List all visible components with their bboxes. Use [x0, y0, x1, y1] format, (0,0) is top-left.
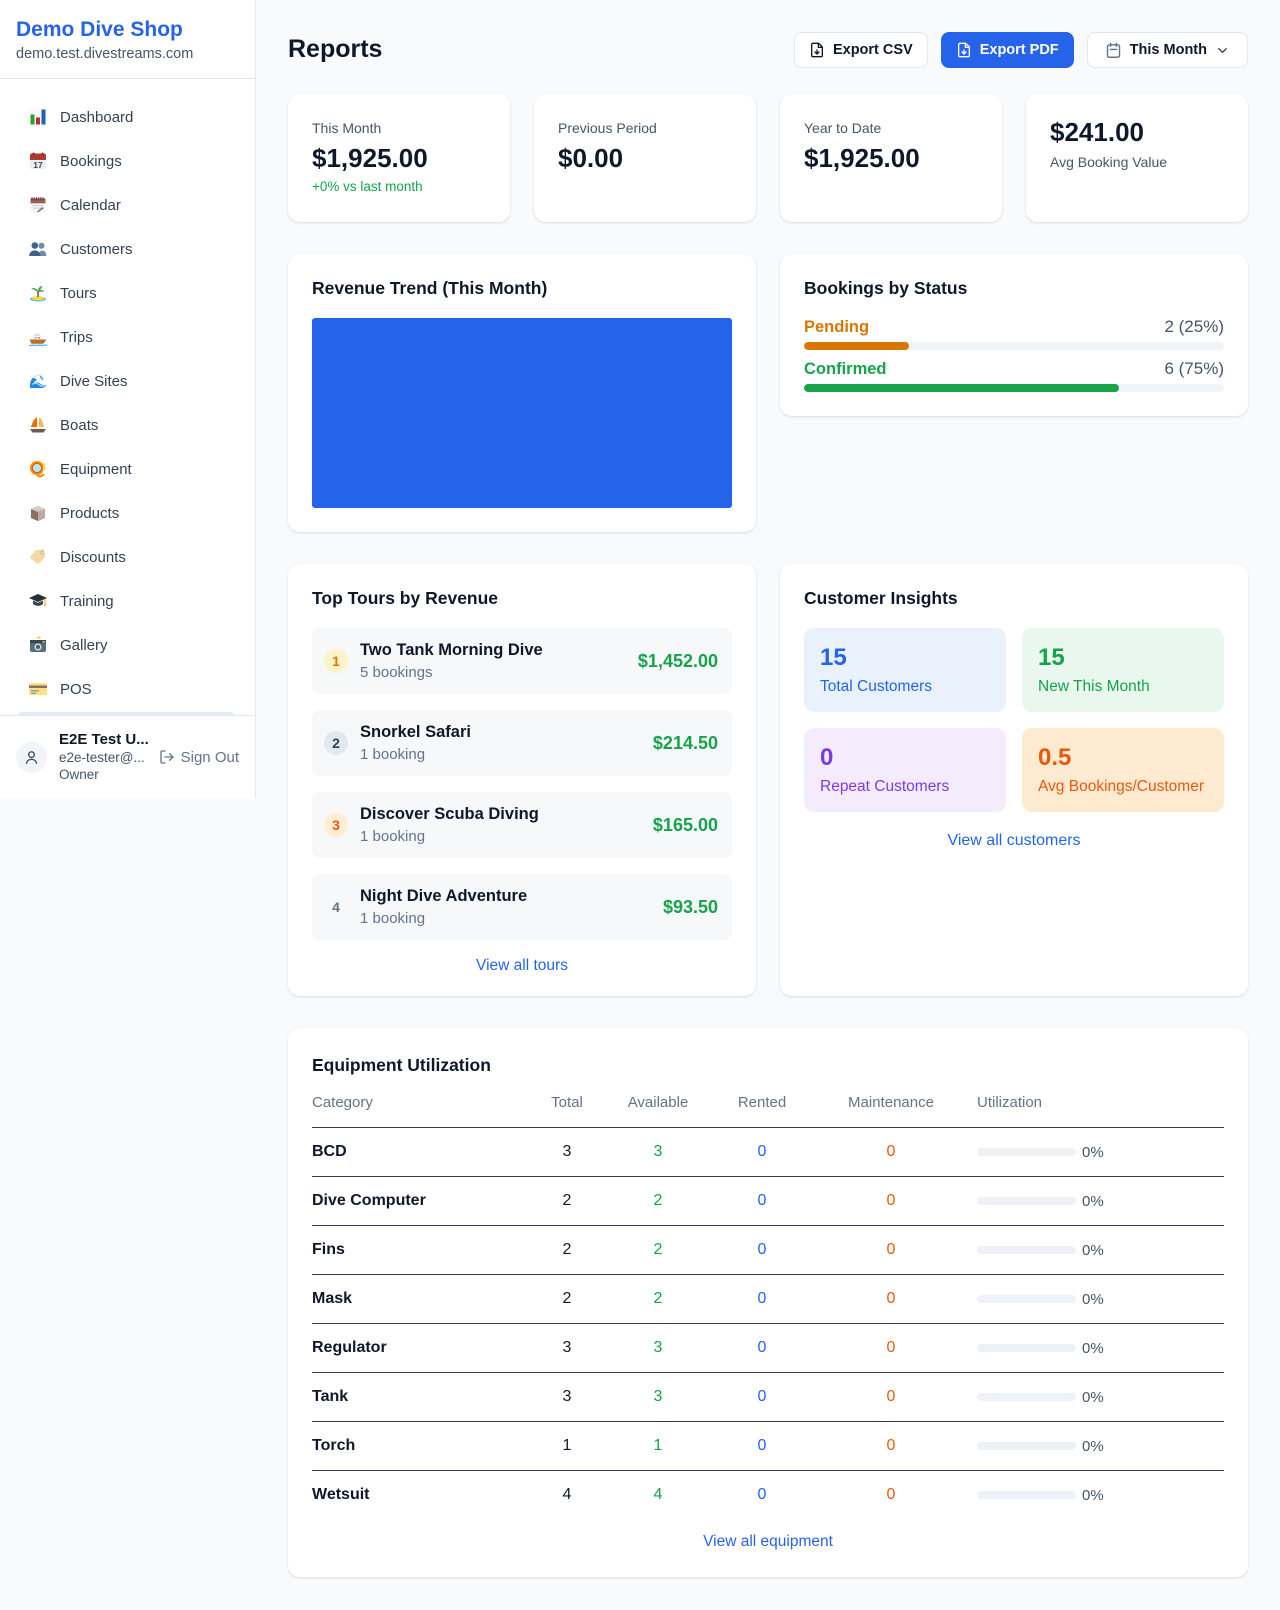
svg-text:17: 17 — [33, 160, 43, 170]
